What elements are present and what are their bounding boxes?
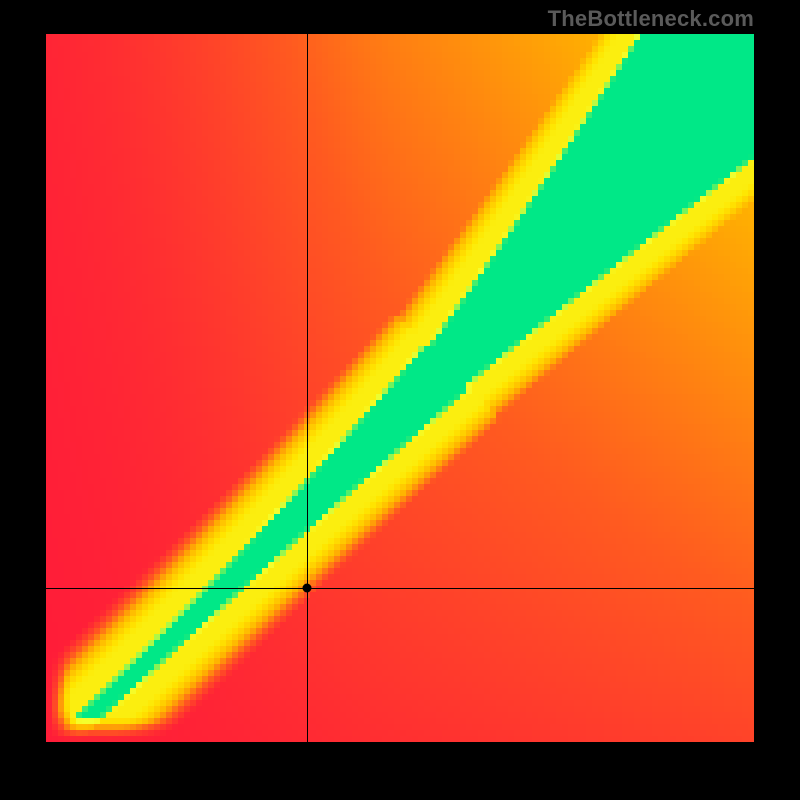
heatmap-plot [46,34,754,742]
crosshair-marker-dot [302,584,311,593]
crosshair-vertical [307,34,308,742]
crosshair-horizontal [46,588,754,589]
heatmap-canvas [46,34,754,742]
watermark-text: TheBottleneck.com [548,6,754,32]
